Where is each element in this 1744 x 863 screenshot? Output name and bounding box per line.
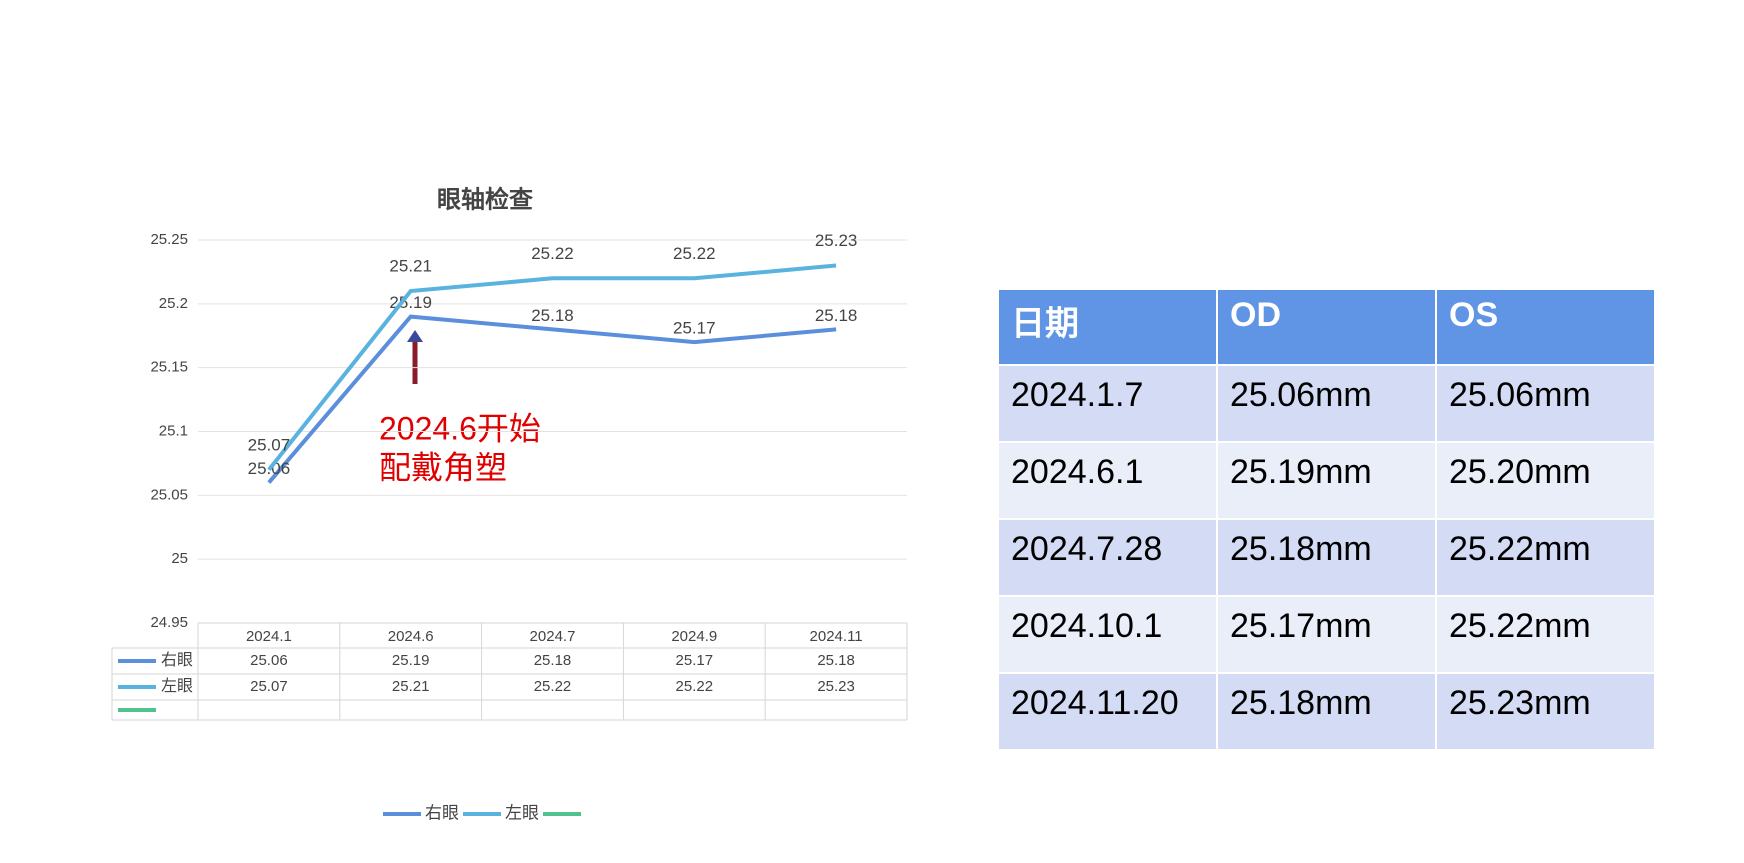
table-cell: 25.06mm <box>1435 364 1656 443</box>
series-line <box>267 314 837 484</box>
data-label: 25.18 <box>815 306 858 325</box>
y-tick-label: 25.05 <box>150 486 188 503</box>
table-row: 2024.11.20 25.18mm 25.23mm <box>997 672 1656 751</box>
table-row: 2024.6.1 25.19mm 25.20mm <box>997 441 1656 520</box>
arrow-head <box>407 330 423 342</box>
table-value: 25.06 <box>250 652 288 669</box>
header-cell: OD <box>1216 288 1437 366</box>
legend-label: 右眼 <box>425 803 459 822</box>
data-label: 25.21 <box>389 257 432 276</box>
annotation: 2024.6开始 <box>379 410 541 446</box>
table-cell: 25.06mm <box>1216 364 1437 443</box>
table-series-name: 右眼 <box>161 651 193 669</box>
table-cell: 25.18mm <box>1216 672 1437 751</box>
data-label: 25.17 <box>673 319 716 338</box>
data-label: 25.23 <box>815 231 858 250</box>
x-tick-label: 2024.9 <box>671 628 717 645</box>
x-tick-label: 2024.6 <box>388 628 434 645</box>
table-value: 25.07 <box>250 678 288 695</box>
table-cell: 25.20mm <box>1435 441 1656 520</box>
table-value: 25.18 <box>817 652 855 669</box>
table-series-name: 左眼 <box>161 677 193 695</box>
series-line <box>267 263 837 472</box>
annotation: 配戴角塑 <box>379 449 507 485</box>
y-tick-label: 25.2 <box>159 295 188 312</box>
table-cell: 25.17mm <box>1216 595 1437 674</box>
table-cell: 25.19mm <box>1216 441 1437 520</box>
table-cell: 25.18mm <box>1216 518 1437 597</box>
chart-title: 眼轴检查 <box>437 185 533 213</box>
table-value: 25.17 <box>676 652 714 669</box>
table-cell: 2024.11.20 <box>997 672 1218 751</box>
data-table: 日期 OD OS 2024.1.7 25.06mm 25.06mm 2024.6.1 25.1… <box>997 288 1656 751</box>
table-value: 25.23 <box>817 678 855 695</box>
header-cell: OS <box>1435 288 1656 366</box>
x-tick-label: 2024.7 <box>530 628 576 645</box>
table-value: 25.22 <box>534 678 572 695</box>
y-tick-label: 24.95 <box>150 614 188 631</box>
table-row: 2024.10.1 25.17mm 25.22mm <box>997 595 1656 674</box>
y-tick-label: 25.25 <box>150 231 188 248</box>
table-row: 2024.7.28 25.18mm 25.22mm <box>997 518 1656 597</box>
table-cell: 2024.10.1 <box>997 595 1218 674</box>
table-cell: 2024.7.28 <box>997 518 1218 597</box>
data-label: 25.22 <box>673 244 716 263</box>
table-cell: 25.22mm <box>1435 518 1656 597</box>
legend-label: 左眼 <box>505 803 539 822</box>
table-value: 25.21 <box>392 678 430 695</box>
chart: 眼轴检查 2024.6开始 配戴角塑 24.95 25 25.05 25.1 25.15… <box>111 185 908 822</box>
data-label: 25.07 <box>248 435 291 454</box>
table-cell: 2024.6.1 <box>997 441 1218 520</box>
y-tick-label: 25 <box>171 550 188 567</box>
table-cell: 25.22mm <box>1435 595 1656 674</box>
data-label: 25.18 <box>531 306 574 325</box>
table-cell: 25.23mm <box>1435 672 1656 751</box>
table-value: 25.22 <box>676 678 714 695</box>
x-tick-label: 2024.11 <box>810 628 863 645</box>
y-tick-label: 25.1 <box>159 422 188 439</box>
table-value: 25.18 <box>534 652 572 669</box>
y-tick-label: 25.15 <box>150 359 188 376</box>
table-value: 25.19 <box>392 652 430 669</box>
table-header-row: 日期 OD OS <box>997 288 1656 366</box>
table-cell: 2024.1.7 <box>997 364 1218 443</box>
data-label: 25.22 <box>531 244 574 263</box>
header-cell: 日期 <box>997 288 1218 366</box>
x-tick-label: 2024.1 <box>246 628 292 645</box>
table-row: 2024.1.7 25.06mm 25.06mm <box>997 364 1656 443</box>
